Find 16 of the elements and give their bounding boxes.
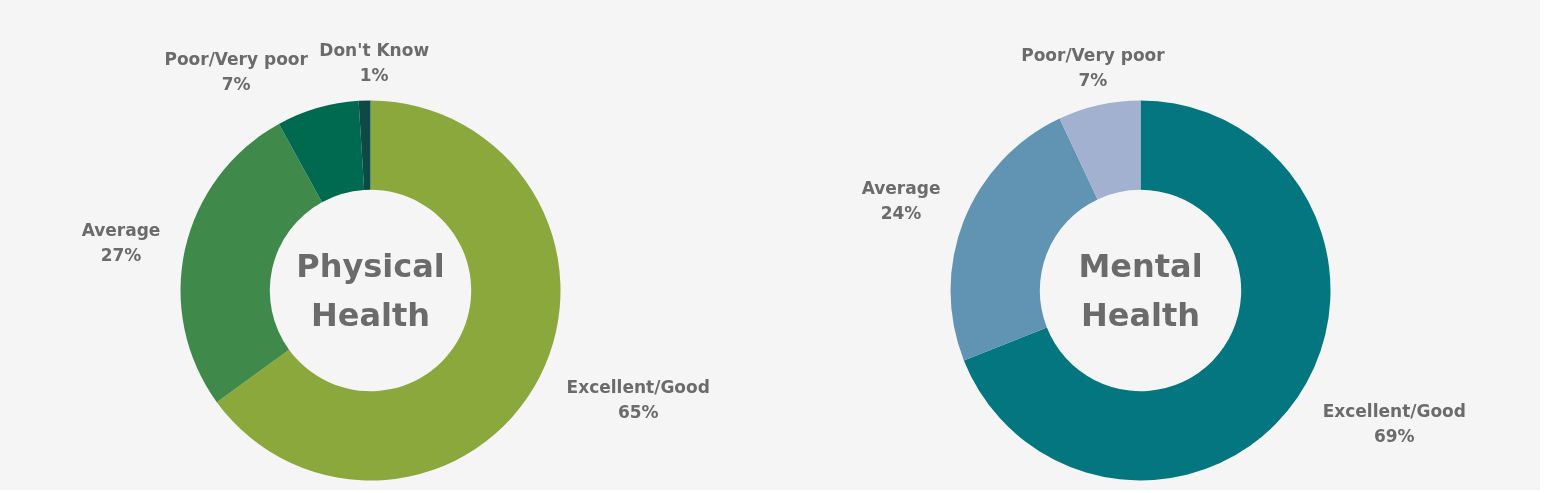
text: Mental Health (1078, 246, 1203, 335)
data-label: 27% (100, 245, 142, 266)
slice-label: Average (861, 177, 941, 198)
data-label: 69% (1373, 425, 1415, 446)
slice-label: Average (81, 220, 161, 241)
data-label: 65% (617, 401, 659, 422)
text: Physical Health (296, 246, 445, 335)
slice-label: Excellent/Good (566, 376, 710, 397)
slice-label: Excellent/Good (1322, 400, 1466, 421)
slice-label: Poor/Very poor (1021, 45, 1166, 66)
slice-label: Don't Know (319, 40, 430, 61)
data-label: 1% (359, 65, 389, 86)
slice-label: Poor/Very poor (164, 48, 309, 69)
data-label: 7% (1078, 70, 1108, 91)
data-label: 7% (221, 73, 251, 94)
data-label: 24% (880, 202, 922, 223)
